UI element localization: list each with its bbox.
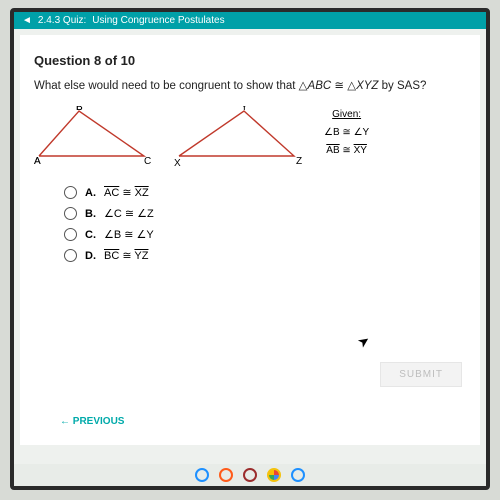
triangle-xyz: X Y Z	[174, 106, 304, 168]
q-suffix: by SAS?	[378, 80, 426, 92]
vertex-x: X	[174, 158, 181, 168]
opt-b-letter: B.	[85, 208, 96, 220]
opt-c-text: ∠B ≅ ∠Y	[104, 228, 154, 241]
vertex-y: Y	[241, 106, 248, 113]
opt-d-text: BC ≅ YZ	[104, 249, 148, 262]
question-number: Question 8 of 10	[34, 53, 466, 68]
triangle-symbol-1: △	[299, 80, 308, 92]
previous-button[interactable]: ← PREVIOUS	[60, 416, 124, 427]
submit-button[interactable]: SUBMIT	[380, 362, 462, 387]
taskbar	[14, 464, 486, 486]
given-box: Given: ∠B ≅ ∠Y AB ≅ XY	[324, 106, 369, 160]
quiz-title: Using Congruence Postulates	[92, 15, 224, 26]
opt-c-letter: C.	[85, 229, 96, 241]
options-list: A. AC ≅ XZ B. ∠C ≅ ∠Z C. ∠B ≅ ∠Y D. BC ≅…	[64, 186, 466, 262]
cursor-icon: ➤	[354, 331, 373, 352]
given-heading: Given:	[324, 106, 369, 124]
taskbar-icon[interactable]	[195, 468, 209, 482]
option-b[interactable]: B. ∠C ≅ ∠Z	[64, 207, 466, 220]
q-prefix: What else would need to be congruent to …	[34, 80, 299, 92]
taskbar-icon[interactable]	[291, 468, 305, 482]
radio-icon[interactable]	[64, 249, 77, 262]
option-a[interactable]: A. AC ≅ XZ	[64, 186, 466, 199]
vertex-z: Z	[296, 156, 302, 167]
option-c[interactable]: C. ∠B ≅ ∠Y	[64, 228, 466, 241]
given-line2: AB ≅ XY	[324, 142, 369, 160]
question-text: What else would need to be congruent to …	[34, 78, 466, 92]
opt-b-text: ∠C ≅ ∠Z	[104, 207, 154, 220]
radio-icon[interactable]	[64, 207, 77, 220]
svg-text:A: A	[34, 156, 41, 167]
top-bar: ◄ 2.4.3 Quiz: Using Congruence Postulate…	[14, 12, 486, 29]
taskbar-icon[interactable]	[243, 468, 257, 482]
given-line1: ∠B ≅ ∠Y	[324, 124, 369, 142]
q-mid: ≅	[331, 80, 347, 92]
triangle-abc: A B B C A	[34, 106, 154, 168]
opt-d-letter: D.	[85, 250, 96, 262]
opt-a-letter: A.	[85, 187, 96, 199]
vertex-c: C	[144, 156, 151, 167]
svg-text:B: B	[76, 106, 83, 113]
back-icon[interactable]: ◄	[22, 15, 32, 26]
q-tri2: XYZ	[356, 80, 378, 92]
opt-a-text: AC ≅ XZ	[104, 186, 149, 199]
figures-row: A B B C A X Y Z Given: ∠B ≅ ∠Y AB ≅ XY	[34, 106, 466, 168]
option-d[interactable]: D. BC ≅ YZ	[64, 249, 466, 262]
question-card: Question 8 of 10 What else would need to…	[20, 35, 480, 445]
q-tri1: ABC	[308, 80, 332, 92]
screen-frame: ◄ 2.4.3 Quiz: Using Congruence Postulate…	[10, 8, 490, 490]
triangle-symbol-2: △	[347, 80, 356, 92]
radio-icon[interactable]	[64, 186, 77, 199]
radio-icon[interactable]	[64, 228, 77, 241]
breadcrumb: 2.4.3 Quiz:	[38, 15, 86, 26]
taskbar-icon[interactable]	[219, 468, 233, 482]
chrome-icon[interactable]	[267, 468, 281, 482]
